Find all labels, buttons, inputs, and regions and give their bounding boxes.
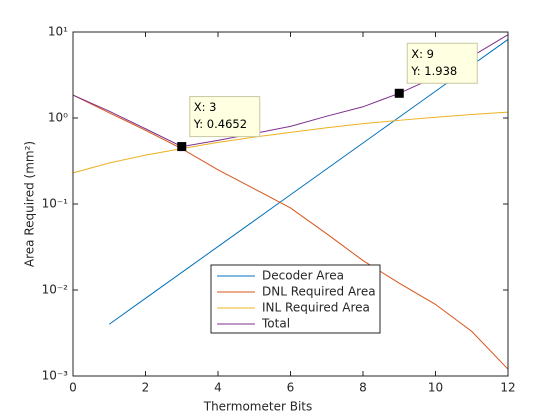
datatip-text: X: 9 — [411, 47, 434, 61]
x-tick-label: 12 — [500, 381, 515, 395]
datatip-text: Y: 1.938 — [410, 64, 457, 78]
legend-label: INL Required Area — [262, 301, 370, 315]
x-axis-label: Thermometer Bits — [203, 400, 313, 414]
datatip: X: 9 Y: 1.938 — [394, 42, 478, 98]
legend-label: Decoder Area — [262, 269, 344, 283]
x-tick-label: 8 — [359, 381, 367, 395]
legend-label: DNL Required Area — [262, 285, 376, 299]
y-tick-label: 10⁰ — [48, 111, 68, 125]
x-tick-label: 2 — [142, 381, 150, 395]
x-tick-label: 0 — [69, 381, 77, 395]
y-axis-label: Area Required (mm²) — [23, 141, 37, 267]
datatip-box — [189, 96, 261, 138]
x-tick-label: 6 — [287, 381, 295, 395]
y-tick-label: 10⁻¹ — [42, 197, 69, 211]
datatip: X: 3 Y: 0.4652 — [177, 96, 261, 152]
legend-label: Total — [261, 317, 290, 331]
datatip-marker — [177, 142, 187, 152]
y-tick-label: 10⁻² — [42, 283, 69, 297]
line — [72, 94, 509, 370]
axes-box — [72, 31, 509, 377]
line — [72, 111, 509, 174]
y-tick-label: 10⁻³ — [42, 369, 69, 383]
datatip-box — [406, 42, 478, 84]
datatip-text: Y: 0.4652 — [193, 117, 247, 131]
line — [108, 39, 509, 325]
x-tick-label: 10 — [428, 381, 443, 395]
y-tick-label: 10¹ — [48, 25, 68, 39]
datatip-marker — [394, 88, 404, 98]
datatip-text: X: 3 — [194, 100, 217, 114]
x-tick-label: 4 — [214, 381, 222, 395]
